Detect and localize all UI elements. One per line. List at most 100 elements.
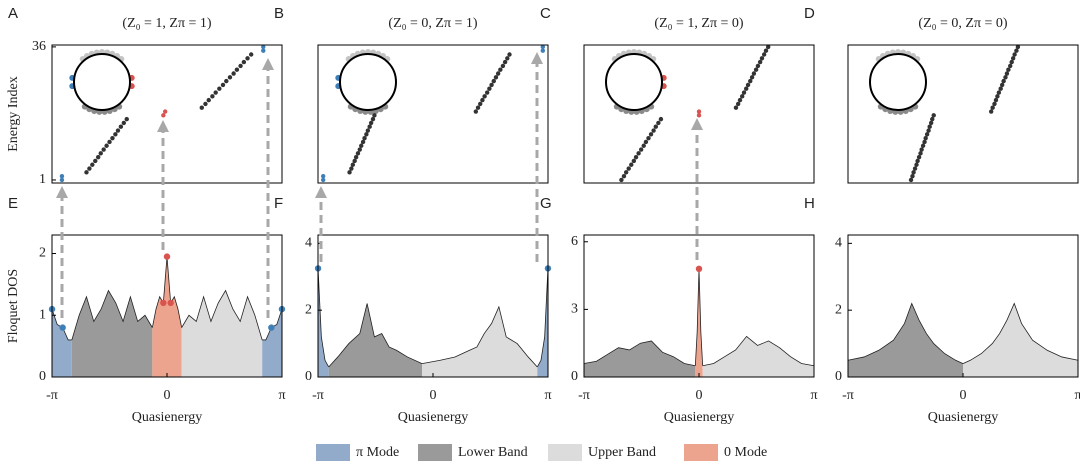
point [241,59,247,65]
point [124,116,129,122]
area-outline [583,340,696,367]
point [507,52,512,57]
legend-swatch [418,444,452,461]
area [537,268,548,377]
point [749,75,755,80]
y-axis-label: Floquet DOS [6,269,21,343]
point [759,56,765,61]
point [626,166,631,171]
point [763,48,769,53]
area [963,303,1078,377]
legend-label: Upper Band [588,445,656,460]
point [914,162,919,167]
area-outline [421,305,538,368]
point [757,59,763,65]
point [199,105,204,110]
point [745,82,751,88]
x-axis-label: Quasienergy [928,410,999,425]
point [500,63,506,69]
point [349,166,354,171]
point [245,56,250,61]
y-tick-label: 2 [305,302,312,317]
x-axis-label: Quasienergy [132,410,203,425]
x-tick-label: π [810,388,817,403]
point [1004,71,1010,76]
point [498,67,503,72]
x-tick-label: -π [312,388,324,403]
point [992,101,997,107]
y-tick-label: 4 [305,236,312,251]
point [919,147,924,152]
point [367,124,372,129]
point [505,56,510,61]
point [118,124,124,129]
point [368,120,374,126]
point [643,139,649,145]
axes-box [847,44,1079,184]
point [484,90,490,95]
point [59,177,65,183]
area [584,340,696,377]
point [696,109,702,114]
panel-letter: F [274,195,283,212]
point [623,170,629,175]
point [739,94,745,99]
point [59,173,65,179]
inset-ring [339,53,397,111]
axes-box [51,44,283,184]
x-tick-label: 0 [164,388,171,403]
inset-ring [869,53,927,111]
area-outline [536,268,549,368]
point [360,139,366,145]
point [350,162,356,167]
y-tick-label: 1 [39,307,46,322]
area [181,290,263,377]
point [621,173,627,179]
point [928,120,934,126]
point [995,94,1000,99]
point [121,120,127,126]
point [478,101,483,107]
point [741,90,747,95]
y-tick-label: 2 [39,246,46,261]
point [1008,63,1013,69]
point [491,78,496,84]
area-outline [317,268,330,368]
point [1015,44,1021,50]
legend-swatch [548,444,582,461]
area-outline [702,335,815,367]
point [748,78,753,84]
y-tick-label: 6 [571,234,578,249]
point [656,120,661,126]
mode-point [163,253,171,260]
area [152,256,182,377]
point [923,135,928,141]
x-tick-label: -π [578,388,590,403]
panel-title: (Z₀ = 0, Zπ = 0) [918,16,1008,31]
inset-ring [605,53,663,111]
point [502,59,508,65]
y-tick-label: 1 [39,172,46,187]
point [1001,78,1006,84]
point [355,151,361,156]
point [911,170,916,175]
panel-letter: D [804,5,815,22]
point [473,109,479,114]
point [641,143,646,148]
point [988,109,994,114]
point [370,116,376,122]
point [495,71,501,76]
point [482,94,487,99]
point [227,75,233,80]
point [916,154,922,160]
point [352,158,357,164]
point [357,147,362,152]
point [999,82,1005,88]
legend-label: Lower Band [458,445,528,460]
point [920,143,926,148]
x-tick-label: -π [46,388,58,403]
point [744,86,749,91]
x-tick-label: π [544,388,551,403]
point [487,86,492,91]
point [248,52,254,57]
